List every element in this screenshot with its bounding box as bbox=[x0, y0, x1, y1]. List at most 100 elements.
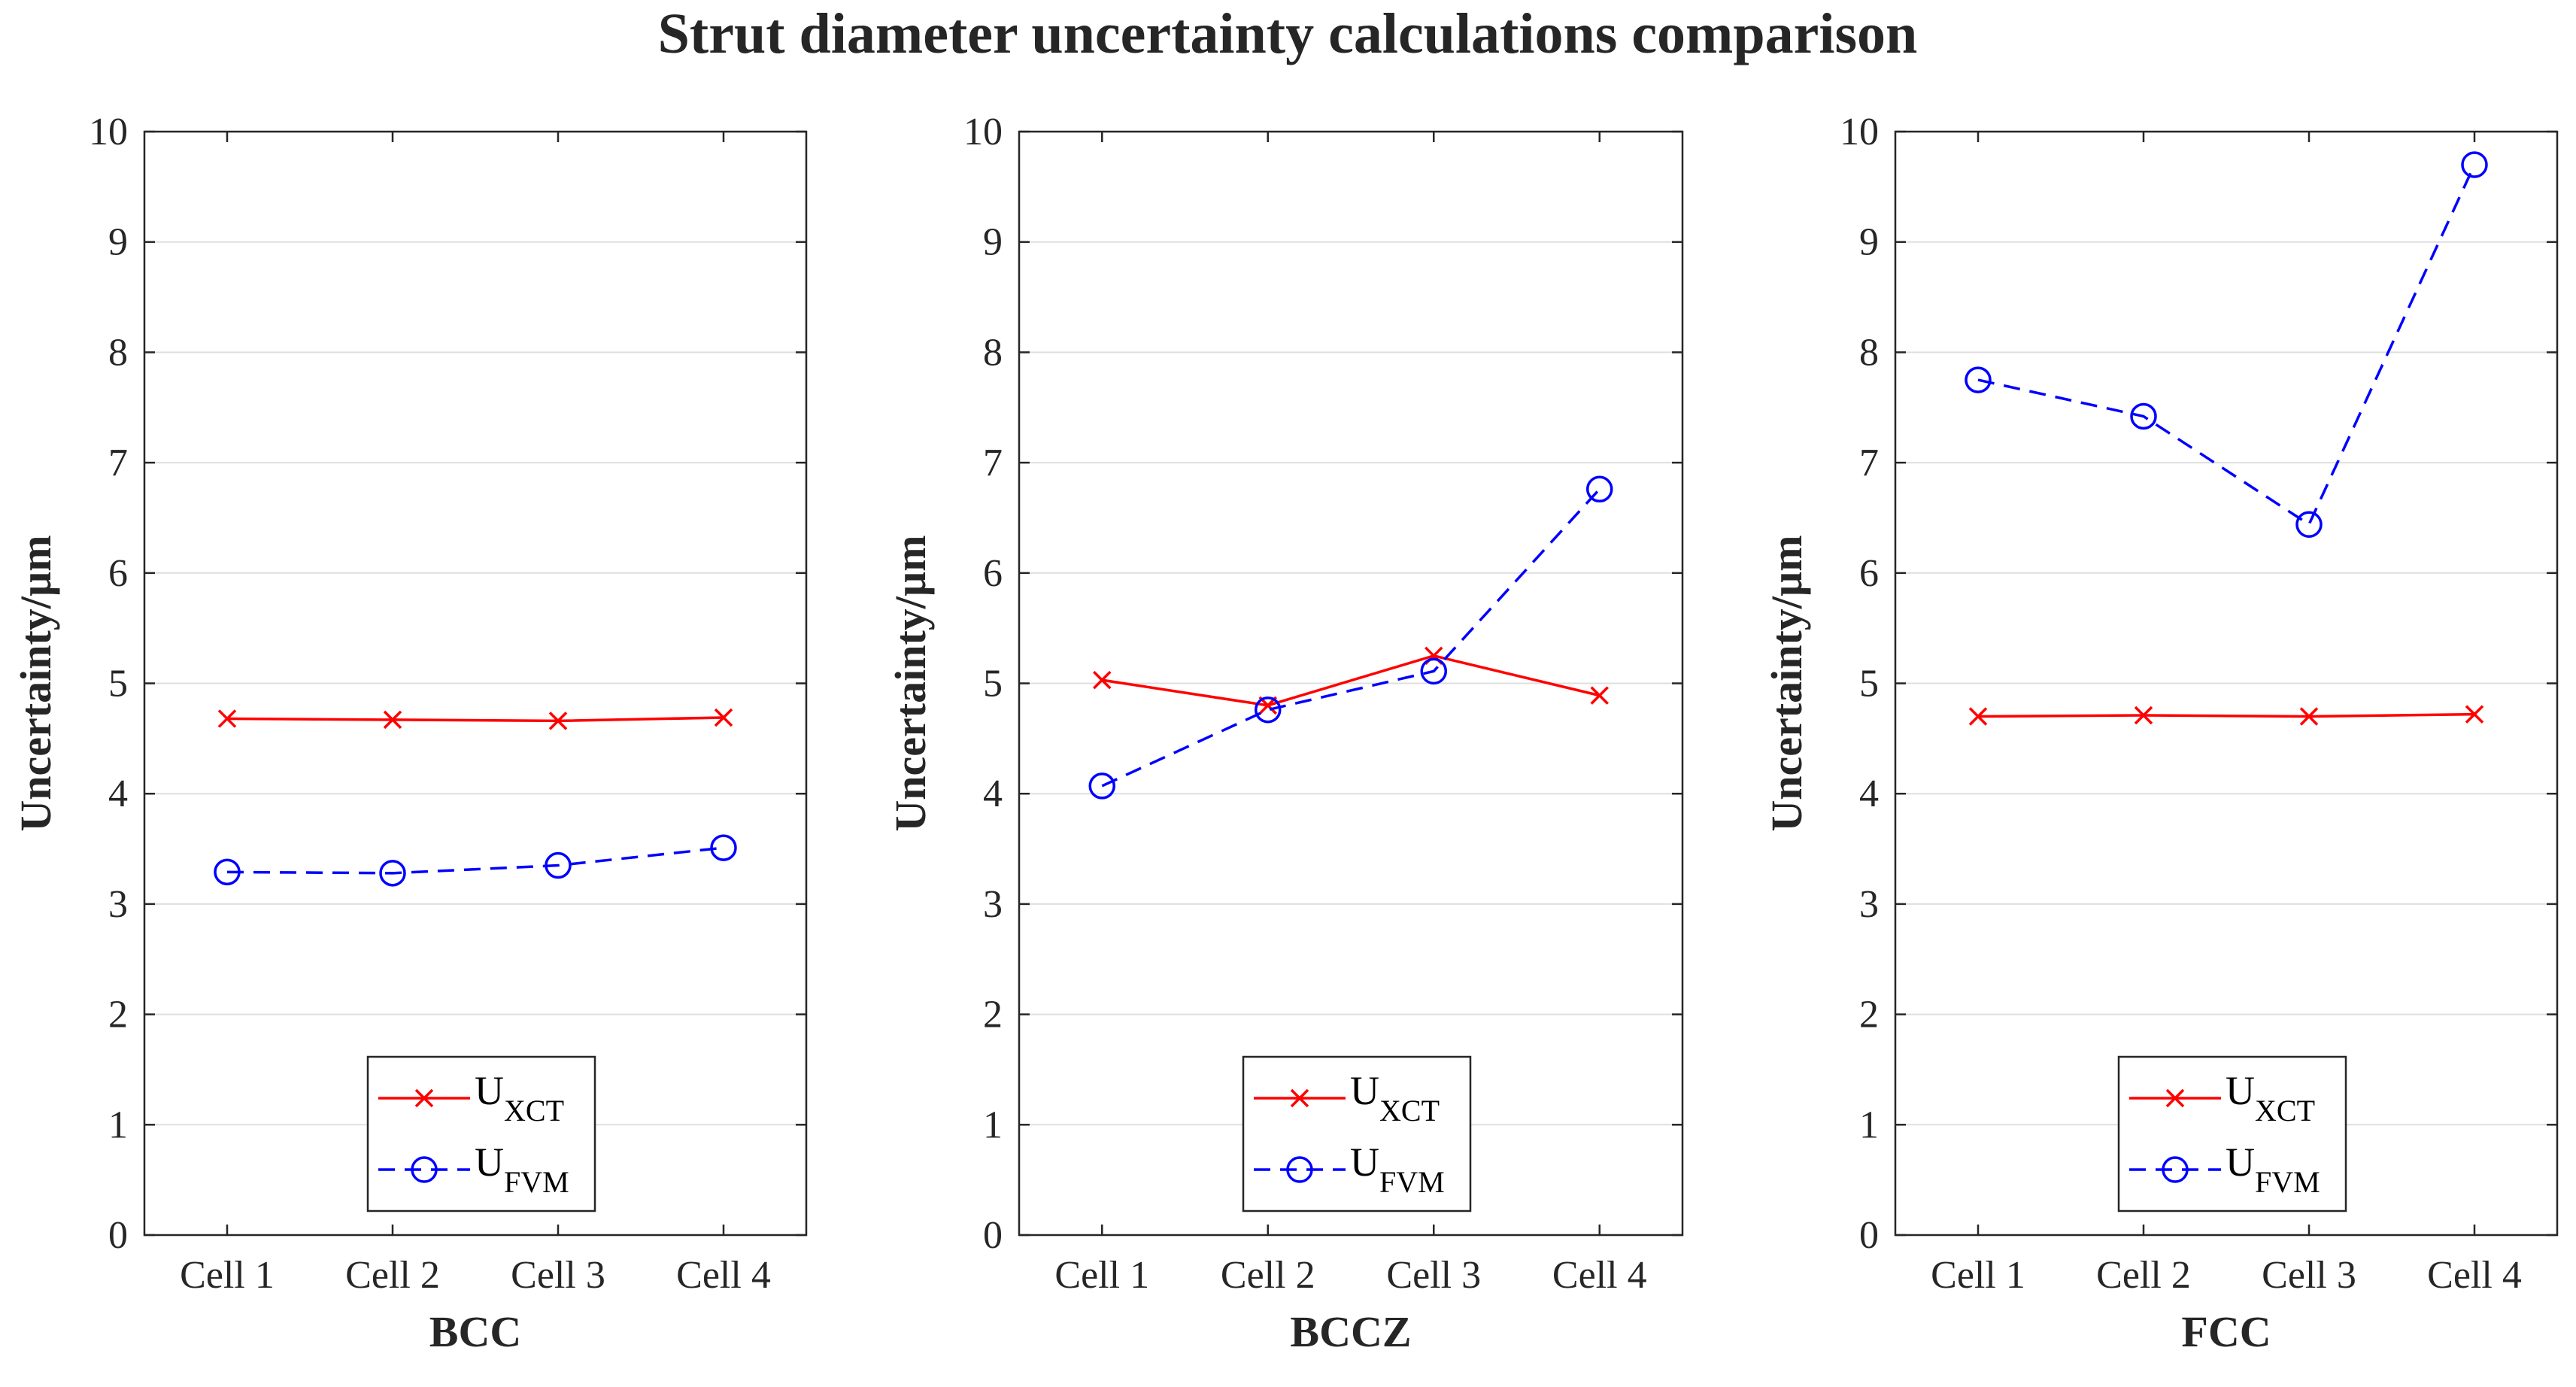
y-tick-label: 4 bbox=[983, 772, 1003, 815]
chart-title: Strut diameter uncertainty calculations … bbox=[658, 2, 1918, 65]
legend-label-xct: UXCT bbox=[1350, 1068, 1440, 1128]
y-axis-title: Uncertainty/µm bbox=[11, 535, 60, 831]
x-tick-label: Cell 1 bbox=[1931, 1254, 2025, 1297]
chart-panel-2: 0 1 2 3 4 5 6 7 8 9 10 Cell 1 Cell 2 Cell 3 Cell 4 BCCZ… bbox=[886, 111, 1684, 1356]
y-tick-label: 8 bbox=[983, 331, 1003, 374]
data-point-fvm bbox=[2461, 151, 2488, 178]
series-line-xct bbox=[226, 716, 724, 723]
data-point-fvm bbox=[1088, 772, 1115, 800]
x-axis-title: BCCZ bbox=[1290, 1307, 1411, 1356]
y-tick-label: 2 bbox=[108, 994, 128, 1036]
chart-panel-3: 0 1 2 3 4 5 6 7 8 9 10 Cell 1 Cell 2 Cell 3 Cell 4 FCC U… bbox=[1762, 111, 2559, 1356]
y-tick-label: 9 bbox=[1859, 221, 1879, 264]
y-tick-label: 9 bbox=[983, 221, 1003, 264]
legend-box bbox=[2117, 1055, 2347, 1212]
legend-box bbox=[366, 1055, 596, 1212]
series-line-fvm bbox=[1101, 488, 1601, 788]
chart-panel-1: 0 1 2 3 4 5 6 7 8 9 10 Cell 1 Cell 2 Cell 3 Cell 4 BCC U… bbox=[11, 111, 808, 1356]
data-point-fvm bbox=[2130, 402, 2157, 430]
x-tick-label: Cell 4 bbox=[2427, 1254, 2522, 1297]
series-line-fvm bbox=[1977, 164, 2476, 527]
legend-label-main: U bbox=[475, 1068, 504, 1113]
data-point-xct bbox=[1590, 686, 1609, 705]
legend-marker-xct bbox=[2165, 1088, 2185, 1108]
legend-label-fvm: UFVM bbox=[475, 1140, 569, 1199]
legend-label-sub: FVM bbox=[2255, 1165, 2320, 1199]
y-tick-label: 10 bbox=[1840, 111, 1879, 153]
legend-marker-fvm bbox=[1286, 1156, 1313, 1183]
y-tick-label: 6 bbox=[108, 552, 128, 595]
data-point-fvm bbox=[1255, 696, 1282, 724]
y-tick-label: 1 bbox=[1859, 1103, 1879, 1146]
x-axis-title: FCC bbox=[2181, 1307, 2271, 1356]
data-point-fvm bbox=[710, 834, 737, 861]
y-tick-label: 0 bbox=[1859, 1214, 1879, 1257]
x-tick-label: Cell 1 bbox=[180, 1254, 275, 1297]
legend-label-main: U bbox=[475, 1140, 504, 1185]
y-tick-label: 1 bbox=[983, 1103, 1003, 1146]
y-tick-label: 1 bbox=[108, 1103, 128, 1146]
x-tick-label: Cell 4 bbox=[1552, 1254, 1647, 1297]
x-tick-label: Cell 1 bbox=[1054, 1254, 1149, 1297]
y-tick-label: 2 bbox=[1859, 994, 1879, 1036]
data-point-fvm bbox=[214, 858, 241, 886]
legend-marker-fvm bbox=[411, 1156, 438, 1183]
legend-label-main: U bbox=[1350, 1140, 1379, 1185]
legend-label-xct: UXCT bbox=[2226, 1068, 2315, 1128]
x-tick-label: Cell 4 bbox=[676, 1254, 771, 1297]
y-tick-label: 3 bbox=[983, 883, 1003, 926]
y-tick-label: 5 bbox=[1859, 663, 1879, 706]
y-tick-label: 7 bbox=[1859, 442, 1879, 484]
y-tick-label: 0 bbox=[983, 1214, 1003, 1257]
y-tick-label: 4 bbox=[1859, 772, 1879, 815]
y-tick-label: 4 bbox=[108, 772, 128, 815]
x-tick-label: Cell 2 bbox=[1221, 1254, 1315, 1297]
y-tick-label: 3 bbox=[1859, 883, 1879, 926]
data-point-xct bbox=[2134, 706, 2153, 725]
legend-label-fvm: UFVM bbox=[1350, 1140, 1445, 1199]
data-point-fvm bbox=[1420, 657, 1447, 685]
y-tick-label: 9 bbox=[108, 221, 128, 264]
y-tick-label: 5 bbox=[108, 663, 128, 706]
data-point-fvm bbox=[545, 851, 572, 879]
legend-marker-xct bbox=[1290, 1088, 1309, 1108]
y-tick-label: 6 bbox=[983, 552, 1003, 595]
data-point-xct bbox=[1968, 707, 1988, 726]
data-point-fvm bbox=[2295, 511, 2323, 539]
x-tick-label: Cell 3 bbox=[1386, 1254, 1481, 1297]
legend-label-sub: XCT bbox=[1379, 1094, 1440, 1128]
legend-label-main: U bbox=[2226, 1140, 2255, 1185]
legend-label-main: U bbox=[1350, 1068, 1379, 1113]
data-point-xct bbox=[1093, 670, 1112, 690]
y-axis-title: Uncertainty/µm bbox=[1762, 535, 1811, 831]
y-tick-label: 5 bbox=[983, 663, 1003, 706]
legend-label-fvm: UFVM bbox=[2226, 1140, 2320, 1199]
legend-label-sub: FVM bbox=[1379, 1165, 1445, 1199]
x-tick-label: Cell 2 bbox=[345, 1254, 440, 1297]
y-tick-label: 0 bbox=[108, 1214, 128, 1257]
y-tick-label: 6 bbox=[1859, 552, 1879, 595]
y-tick-label: 7 bbox=[108, 442, 128, 484]
legend-label-main: U bbox=[2226, 1068, 2255, 1113]
legend-label-sub: FVM bbox=[504, 1165, 569, 1199]
x-tick-label: Cell 3 bbox=[2262, 1254, 2356, 1297]
legend-label-xct: UXCT bbox=[475, 1068, 564, 1128]
legend-marker-xct bbox=[414, 1088, 434, 1108]
data-point-xct bbox=[2465, 705, 2484, 724]
data-point-xct bbox=[383, 710, 402, 730]
data-point-fvm bbox=[379, 860, 406, 887]
series-line-xct bbox=[1977, 712, 2475, 718]
legend-marker-fvm bbox=[2162, 1156, 2189, 1183]
y-tick-label: 7 bbox=[983, 442, 1003, 484]
y-tick-label: 10 bbox=[89, 111, 128, 153]
data-point-fvm bbox=[1965, 366, 1992, 393]
y-tick-label: 3 bbox=[108, 883, 128, 926]
y-axis-title: Uncertainty/µm bbox=[886, 535, 935, 831]
data-point-xct bbox=[217, 709, 237, 728]
legend-label-sub: XCT bbox=[2255, 1094, 2315, 1128]
x-tick-label: Cell 3 bbox=[511, 1254, 605, 1297]
x-tick-label: Cell 2 bbox=[2096, 1254, 2191, 1297]
series-line-xct bbox=[1101, 654, 1601, 707]
